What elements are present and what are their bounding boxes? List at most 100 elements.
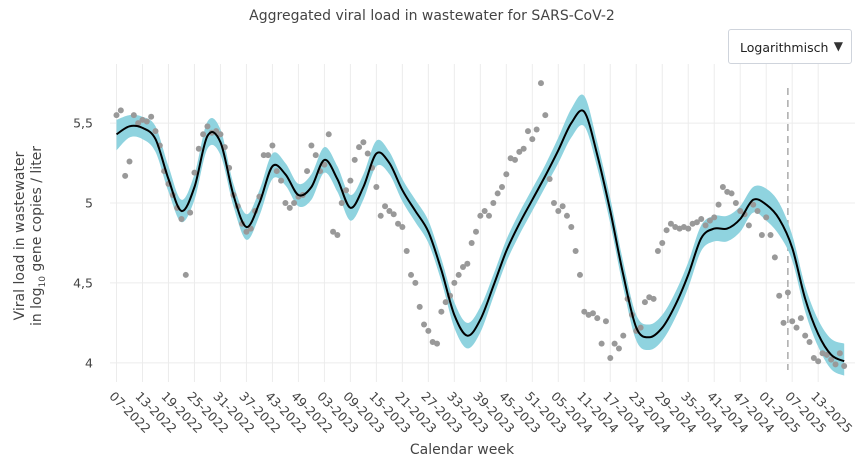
y-axis-title-suffix: gene copies / liter <box>29 146 45 276</box>
measurement-point <box>780 319 787 326</box>
measurement-point <box>182 271 189 278</box>
measurement-point <box>685 225 692 232</box>
measurement-point <box>304 168 311 175</box>
measurement-point <box>516 148 523 155</box>
measurement-point <box>828 356 835 363</box>
measurement-point <box>815 358 822 365</box>
measurement-point <box>615 345 622 352</box>
measurement-point <box>312 152 319 159</box>
measurement-point <box>148 113 155 120</box>
smoothed-line <box>115 109 845 363</box>
measurement-point <box>572 247 579 254</box>
measurement-point <box>347 177 354 184</box>
measurement-point <box>442 299 449 306</box>
line-layer <box>115 109 845 363</box>
measurement-point <box>776 292 783 299</box>
measurement-point <box>598 340 605 347</box>
measurement-point <box>702 222 709 229</box>
measurement-point <box>620 332 627 339</box>
measurement-point <box>451 279 458 286</box>
measurement-point <box>187 209 194 216</box>
measurement-point <box>745 222 752 229</box>
measurement-point <box>390 211 397 218</box>
measurement-point <box>533 126 540 133</box>
measurement-point <box>269 142 276 149</box>
measurement-point <box>719 184 726 191</box>
measurement-point <box>217 131 224 138</box>
measurement-point <box>542 112 549 119</box>
measurement-point <box>754 208 761 215</box>
measurement-point <box>434 340 441 347</box>
measurement-point <box>637 324 644 331</box>
measurement-point <box>654 247 661 254</box>
measurement-point <box>468 239 475 246</box>
y-tick-label: 5 <box>85 196 93 211</box>
measurement-point <box>386 208 393 215</box>
measurement-point <box>481 208 488 215</box>
measurement-point <box>455 271 462 278</box>
measurement-point <box>559 203 566 210</box>
measurement-point <box>243 228 250 235</box>
measurement-point <box>529 136 536 143</box>
measurement-point <box>364 150 371 157</box>
scale-select[interactable]: Logarithmisch ▼ <box>728 29 852 64</box>
chevron-down-icon: ▼ <box>833 39 843 53</box>
measurement-point <box>485 212 492 219</box>
measurement-point <box>247 225 254 232</box>
measurement-point <box>602 318 609 325</box>
measurement-point <box>282 200 289 207</box>
measurement-point <box>732 200 739 207</box>
measurement-point <box>498 184 505 191</box>
measurement-point <box>460 263 467 270</box>
measurement-point <box>594 315 601 322</box>
measurement-point <box>421 321 428 328</box>
measurement-point <box>581 308 588 315</box>
measurement-point <box>416 303 423 310</box>
measurement-point <box>698 216 705 223</box>
measurement-point <box>382 203 389 210</box>
measurement-point <box>789 318 796 325</box>
measurement-point <box>308 142 315 149</box>
measurement-point <box>520 145 527 152</box>
measurement-point <box>152 128 159 135</box>
y-axis-title-line1: Viral load in wastewater <box>12 151 28 320</box>
measurement-point <box>611 340 618 347</box>
measurement-point <box>793 324 800 331</box>
measurement-point <box>438 308 445 315</box>
measurement-point <box>784 289 791 296</box>
measurement-point <box>550 200 557 207</box>
measurement-point <box>143 118 150 125</box>
measurement-point <box>659 239 666 246</box>
measurement-point <box>537 80 544 87</box>
measurement-point <box>503 171 510 178</box>
x-axis-title: Calendar week <box>410 442 515 458</box>
measurement-point <box>191 169 198 176</box>
measurement-point <box>122 172 129 179</box>
y-tick-label: 5,5 <box>73 116 93 131</box>
measurement-point <box>473 228 480 235</box>
measurement-point <box>607 355 614 362</box>
y-axis-title-line2: in log10 gene copies / liter <box>29 146 48 326</box>
y-tick-label: 4 <box>85 355 93 370</box>
measurement-point <box>763 214 770 221</box>
measurement-point <box>524 128 531 135</box>
measurement-point <box>425 327 432 334</box>
measurement-point <box>321 161 328 168</box>
measurement-point <box>563 212 570 219</box>
measurement-point <box>728 190 735 197</box>
measurement-point <box>265 152 272 159</box>
measurement-point <box>325 131 332 138</box>
chart-title: Aggregated viral load in wastewater for … <box>249 8 615 24</box>
measurement-point <box>399 223 406 230</box>
measurement-point <box>408 271 415 278</box>
measurement-point <box>494 190 501 197</box>
measurement-point <box>832 361 839 368</box>
measurement-point <box>334 231 341 238</box>
measurement-point <box>711 214 718 221</box>
measurement-point <box>771 254 778 261</box>
measurement-point <box>841 363 848 370</box>
measurement-point <box>693 219 700 226</box>
measurement-point <box>464 260 471 267</box>
measurement-point <box>802 332 809 339</box>
